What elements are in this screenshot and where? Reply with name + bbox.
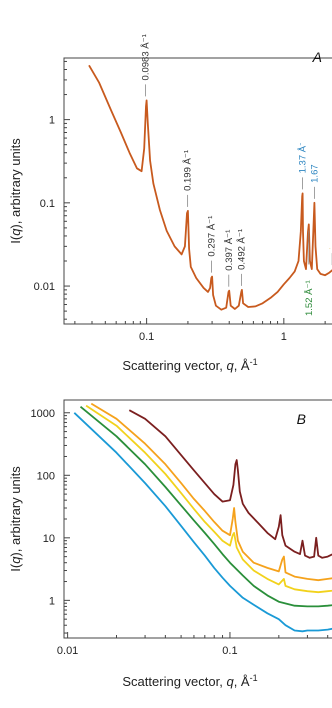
x-axis-label-var: q: [226, 358, 234, 373]
plot-frame: [63, 399, 332, 639]
series-line-4: [79, 406, 332, 608]
series-line-5: [73, 412, 332, 633]
y-tick-label: 1000: [31, 408, 55, 420]
series-line-3: [85, 404, 332, 594]
y-axis-label: I(q), arbitrary units: [8, 138, 23, 244]
x-axis-label-sup: -1: [250, 357, 258, 367]
plot-frame: [63, 57, 332, 325]
peak-label: 0.297 Å⁻¹: [206, 216, 217, 257]
x-axis-label-sup: -1: [250, 673, 258, 683]
y-tick-label: 10: [43, 533, 55, 545]
x-axis-label-part: , Å: [234, 358, 250, 373]
x-tick-label: 1: [281, 331, 287, 343]
y-tick-label: 0.01: [34, 281, 55, 293]
x-axis-label: Scattering vector, q, Å-1: [122, 673, 257, 689]
series-line-1: [128, 409, 332, 559]
y-axis-label-part: ), arbitrary units: [8, 466, 23, 557]
y-tick-label: 100: [37, 470, 55, 482]
peak-label: 0.199 Å⁻¹: [183, 150, 194, 191]
peak-label: 0.397 Å⁻¹: [224, 230, 235, 271]
x-axis-label-part: , Å: [234, 674, 250, 689]
x-tick-label: 0.01: [57, 645, 78, 657]
y-axis-label-var: q: [8, 556, 23, 564]
y-axis-label: I(q), arbitrary units: [8, 466, 23, 572]
series-line-1: [88, 64, 332, 311]
peak-label: 2.66 Å⁻¹: [327, 213, 332, 249]
y-axis-label-part: I(: [8, 235, 23, 244]
y-axis-label-part: ), arbitrary units: [8, 138, 23, 229]
y-tick-label: 0.1: [40, 198, 55, 210]
peak-label: 1.37 Å⁻¹: [298, 138, 309, 174]
y-tick-label: 1: [49, 595, 55, 607]
x-tick-label: 0.1: [222, 645, 237, 657]
peak-label: 1.67 Å⁻¹: [309, 147, 320, 183]
y-axis-label-var: q: [8, 228, 23, 236]
x-axis-label-part: Scattering vector,: [122, 358, 226, 373]
x-axis-label-part: Scattering vector,: [122, 674, 226, 689]
peak-label: 0.0983 Å⁻¹: [141, 34, 152, 80]
peak-label: 1.52 Å⁻¹: [304, 280, 315, 316]
x-axis-label-var: q: [226, 674, 234, 689]
x-tick-label: 0.1: [139, 331, 154, 343]
y-tick-label: 1: [49, 115, 55, 127]
chart-panel-a: 0.1 1 1 0.1 0.01 0.0983 Å⁻¹ 0.199 Å⁻¹ 0.297 Å⁻¹…: [8, 34, 332, 373]
x-axis-label: Scattering vector, q, Å-1: [122, 357, 257, 373]
peak-label: 0.492 Å⁻¹: [237, 229, 248, 270]
series-line-2: [90, 402, 332, 582]
panel-label: A: [312, 49, 322, 65]
panel-label: B: [297, 411, 306, 427]
y-axis-label-part: I(: [8, 563, 23, 572]
